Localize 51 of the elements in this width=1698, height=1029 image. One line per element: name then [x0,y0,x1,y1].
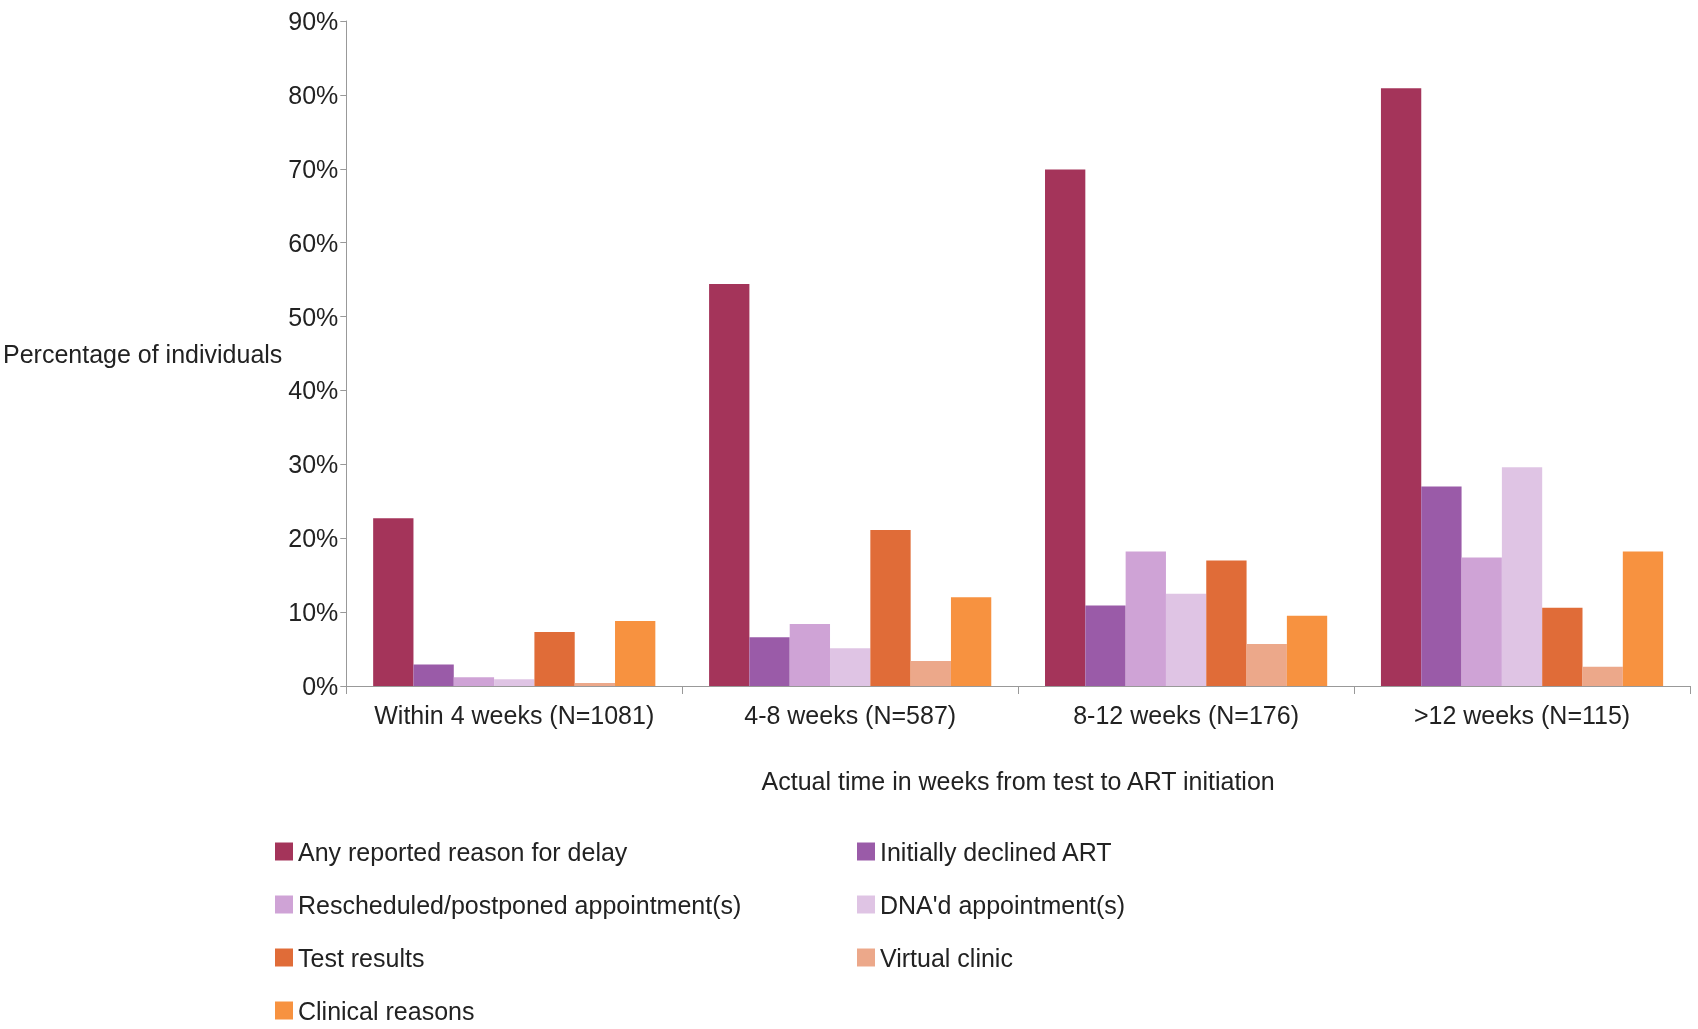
x-tick-label: 4-8 weeks (N=587) [744,700,957,729]
legend-label: Virtual clinic [880,943,1013,972]
y-tick-label: 10% [288,598,339,627]
bar [1622,551,1664,686]
legend-label: Rescheduled/postponed appointment(s) [298,890,742,919]
bar [1286,615,1328,686]
legend-label: Test results [298,943,425,972]
legend-label: Any reported reason for delay [298,837,628,866]
y-tick-label: 60% [288,228,339,257]
bar [870,530,911,686]
x-tick-label: >12 weeks (N=115) [1413,700,1631,729]
y-tick-label: 90% [288,7,339,35]
y-tick-label: 80% [288,80,339,109]
legend-label: DNA'd appointment(s) [880,890,1126,919]
bar [830,648,871,686]
bar [1582,666,1623,686]
y-tick-label: 40% [288,376,339,405]
bar [1380,88,1422,686]
legend-label: Initially declined ART [880,837,1112,866]
x-tick-label: Within 4 weeks (N=1081) [374,700,655,729]
bar [615,620,656,686]
y-tick-label: 20% [288,524,339,553]
bar [413,664,454,686]
bar [574,683,616,686]
bar [1045,169,1086,686]
bar [534,632,575,686]
bar [453,677,495,686]
bar [494,679,535,686]
y-tick-label: 70% [288,154,339,183]
y-tick-label: 50% [288,302,339,331]
bar [1085,605,1126,686]
bar [1125,551,1166,686]
bar [1421,486,1462,686]
bar [749,637,790,686]
bar [950,597,992,686]
bar [910,660,951,686]
bar [789,623,831,686]
legend-label: Clinical reasons [298,996,475,1025]
bar [709,284,750,686]
y-tick-label: 30% [288,450,339,479]
bar [1542,607,1583,686]
x-tick-label: 8-12 weeks (N=176) [1073,700,1300,729]
x-axis-title: Actual time in weeks from test to ART initiation [761,766,1275,795]
bar [1246,643,1287,686]
y-tick-label: 0% [302,672,339,700]
bar [1165,593,1207,686]
bar [1461,557,1502,686]
bar [1501,467,1543,686]
y-axis-title: Percentage of individuals [2,339,283,368]
bar [373,518,414,686]
bar [1206,560,1247,686]
